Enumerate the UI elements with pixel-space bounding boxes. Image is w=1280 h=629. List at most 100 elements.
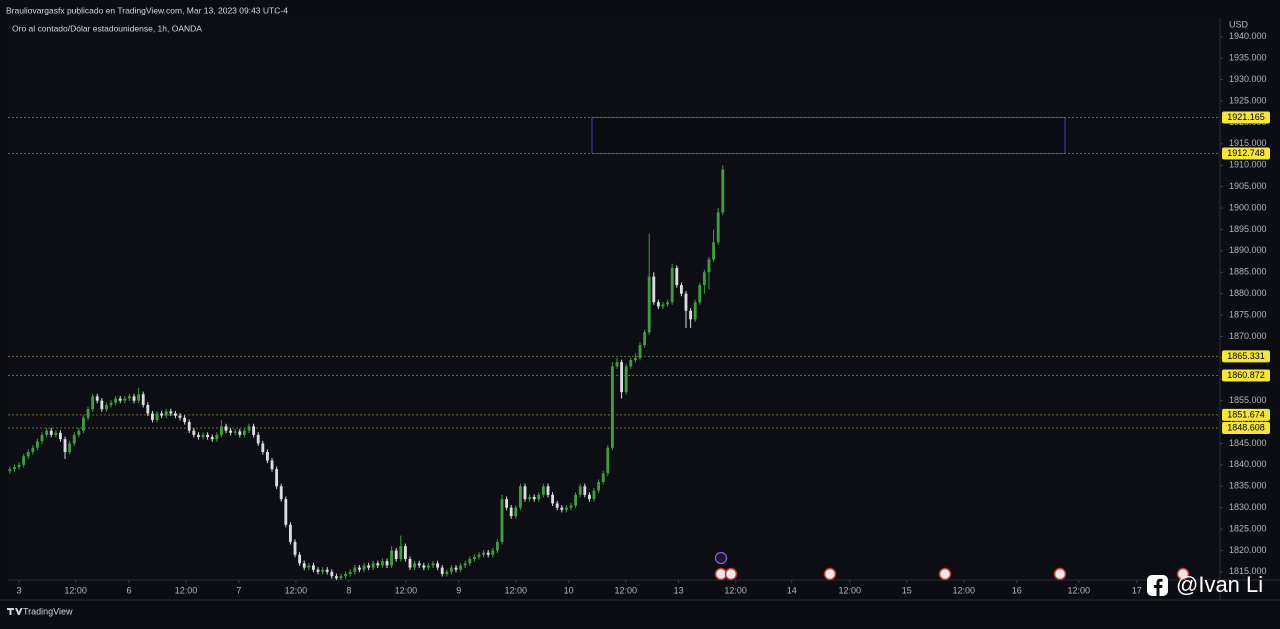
candle-body: [445, 571, 449, 575]
candle-body: [40, 434, 44, 442]
candle-body: [13, 467, 16, 470]
y-tick-label: 1830.000: [1229, 502, 1267, 512]
plot-area: [8, 18, 1220, 580]
candle-body: [45, 430, 49, 435]
event-icon[interactable]: [1176, 567, 1190, 581]
candle-body: [215, 434, 219, 440]
candle-body: [192, 430, 196, 435]
candle-body: [509, 507, 513, 517]
candle-body: [514, 507, 518, 517]
candle-body: [219, 426, 223, 435]
candle-body: [624, 366, 628, 393]
candle-body: [394, 550, 398, 560]
candle-body: [91, 396, 95, 410]
candle-body: [629, 359, 633, 367]
candle-body: [242, 430, 246, 435]
candle-body: [371, 563, 375, 568]
candle-body: [390, 550, 394, 566]
candle-body: [555, 503, 559, 508]
candle-body: [261, 443, 265, 453]
event-icon[interactable]: [724, 567, 738, 581]
candle-body: [210, 437, 214, 440]
candle-body: [206, 434, 210, 438]
candle-body: [229, 430, 233, 433]
symbol-title: Oro al contado/Dólar estadounidense, 1h,…: [12, 23, 202, 33]
candle-body: [468, 559, 472, 564]
level-label-box: [1222, 422, 1270, 435]
candle-body: [187, 422, 191, 431]
candle-body: [279, 486, 283, 500]
candle-body: [523, 486, 527, 500]
candle-body: [597, 481, 601, 491]
event-icon[interactable]: [823, 567, 837, 581]
candle-body: [403, 546, 407, 560]
candle-body: [95, 396, 99, 401]
y-tick-label: 1825.000: [1229, 523, 1267, 533]
candle-body: [174, 413, 177, 416]
candle-body: [560, 507, 564, 510]
candle-body: [615, 362, 619, 367]
x-tick-label: 9: [456, 585, 461, 595]
candle-body: [399, 546, 403, 560]
candle-body: [183, 417, 187, 423]
candle-body: [330, 571, 334, 577]
candle-body: [546, 486, 550, 495]
candle-body: [224, 426, 228, 431]
candle-body: [151, 413, 154, 420]
candle-body: [569, 505, 573, 508]
candle-body: [100, 400, 104, 410]
candle-body: [201, 434, 205, 438]
x-tick-label: 10: [564, 585, 574, 595]
y-tick-label: 1855.000: [1229, 395, 1267, 405]
candle-body: [675, 267, 679, 286]
y-tick-label: 1880.000: [1229, 288, 1267, 298]
candle-body: [413, 563, 417, 568]
y-tick-label: 1870.000: [1229, 331, 1267, 341]
event-icon[interactable]: [1053, 567, 1067, 581]
x-tick-label: 8: [346, 585, 351, 595]
candle-body: [63, 439, 67, 453]
candle-body: [146, 404, 150, 414]
candle-body: [316, 569, 320, 572]
candle-body: [26, 452, 30, 457]
level-label: 1848.608: [1227, 422, 1265, 432]
candle-body: [307, 565, 311, 568]
y-tick-label: 1815.000: [1229, 566, 1267, 576]
candle-body: [376, 563, 380, 566]
candle-body: [82, 417, 85, 431]
y-tick-label: 1840.000: [1229, 459, 1267, 469]
candle-body: [486, 552, 490, 555]
event-icon[interactable]: [714, 551, 728, 565]
candle-body: [422, 565, 426, 568]
candle-body: [620, 362, 624, 393]
candle-body: [532, 496, 536, 500]
y-tick-label: 1890.000: [1229, 245, 1267, 255]
candle-body: [679, 285, 683, 294]
y-tick-label: 1935.000: [1229, 53, 1267, 63]
y-tick-label: 1820.000: [1229, 545, 1267, 555]
y-tick-label: 1845.000: [1229, 438, 1267, 448]
x-tick-label: 12:00: [505, 585, 528, 595]
candle-body: [698, 285, 702, 303]
x-tick-label: 12:00: [614, 585, 637, 595]
watermark-text: @Ivan Li: [1176, 572, 1263, 597]
candle-body: [518, 486, 522, 508]
candle-body: [380, 561, 384, 566]
candle-body: [8, 469, 12, 472]
candle-body: [454, 567, 458, 570]
candle-body: [77, 430, 81, 435]
candle-body: [293, 541, 297, 555]
y-tick-label: 1895.000: [1229, 224, 1267, 234]
x-tick-label: 12:00: [838, 585, 861, 595]
candle-body: [137, 394, 141, 401]
candle-body: [491, 550, 495, 555]
candle-body: [105, 404, 108, 410]
candle-body: [178, 415, 182, 418]
x-tick-label: 7: [236, 585, 241, 595]
facebook-glyph: [1153, 578, 1163, 596]
candle-body: [31, 447, 35, 453]
x-tick-label: 15: [902, 585, 912, 595]
event-icon[interactable]: [938, 567, 952, 581]
candle-body: [472, 556, 476, 560]
